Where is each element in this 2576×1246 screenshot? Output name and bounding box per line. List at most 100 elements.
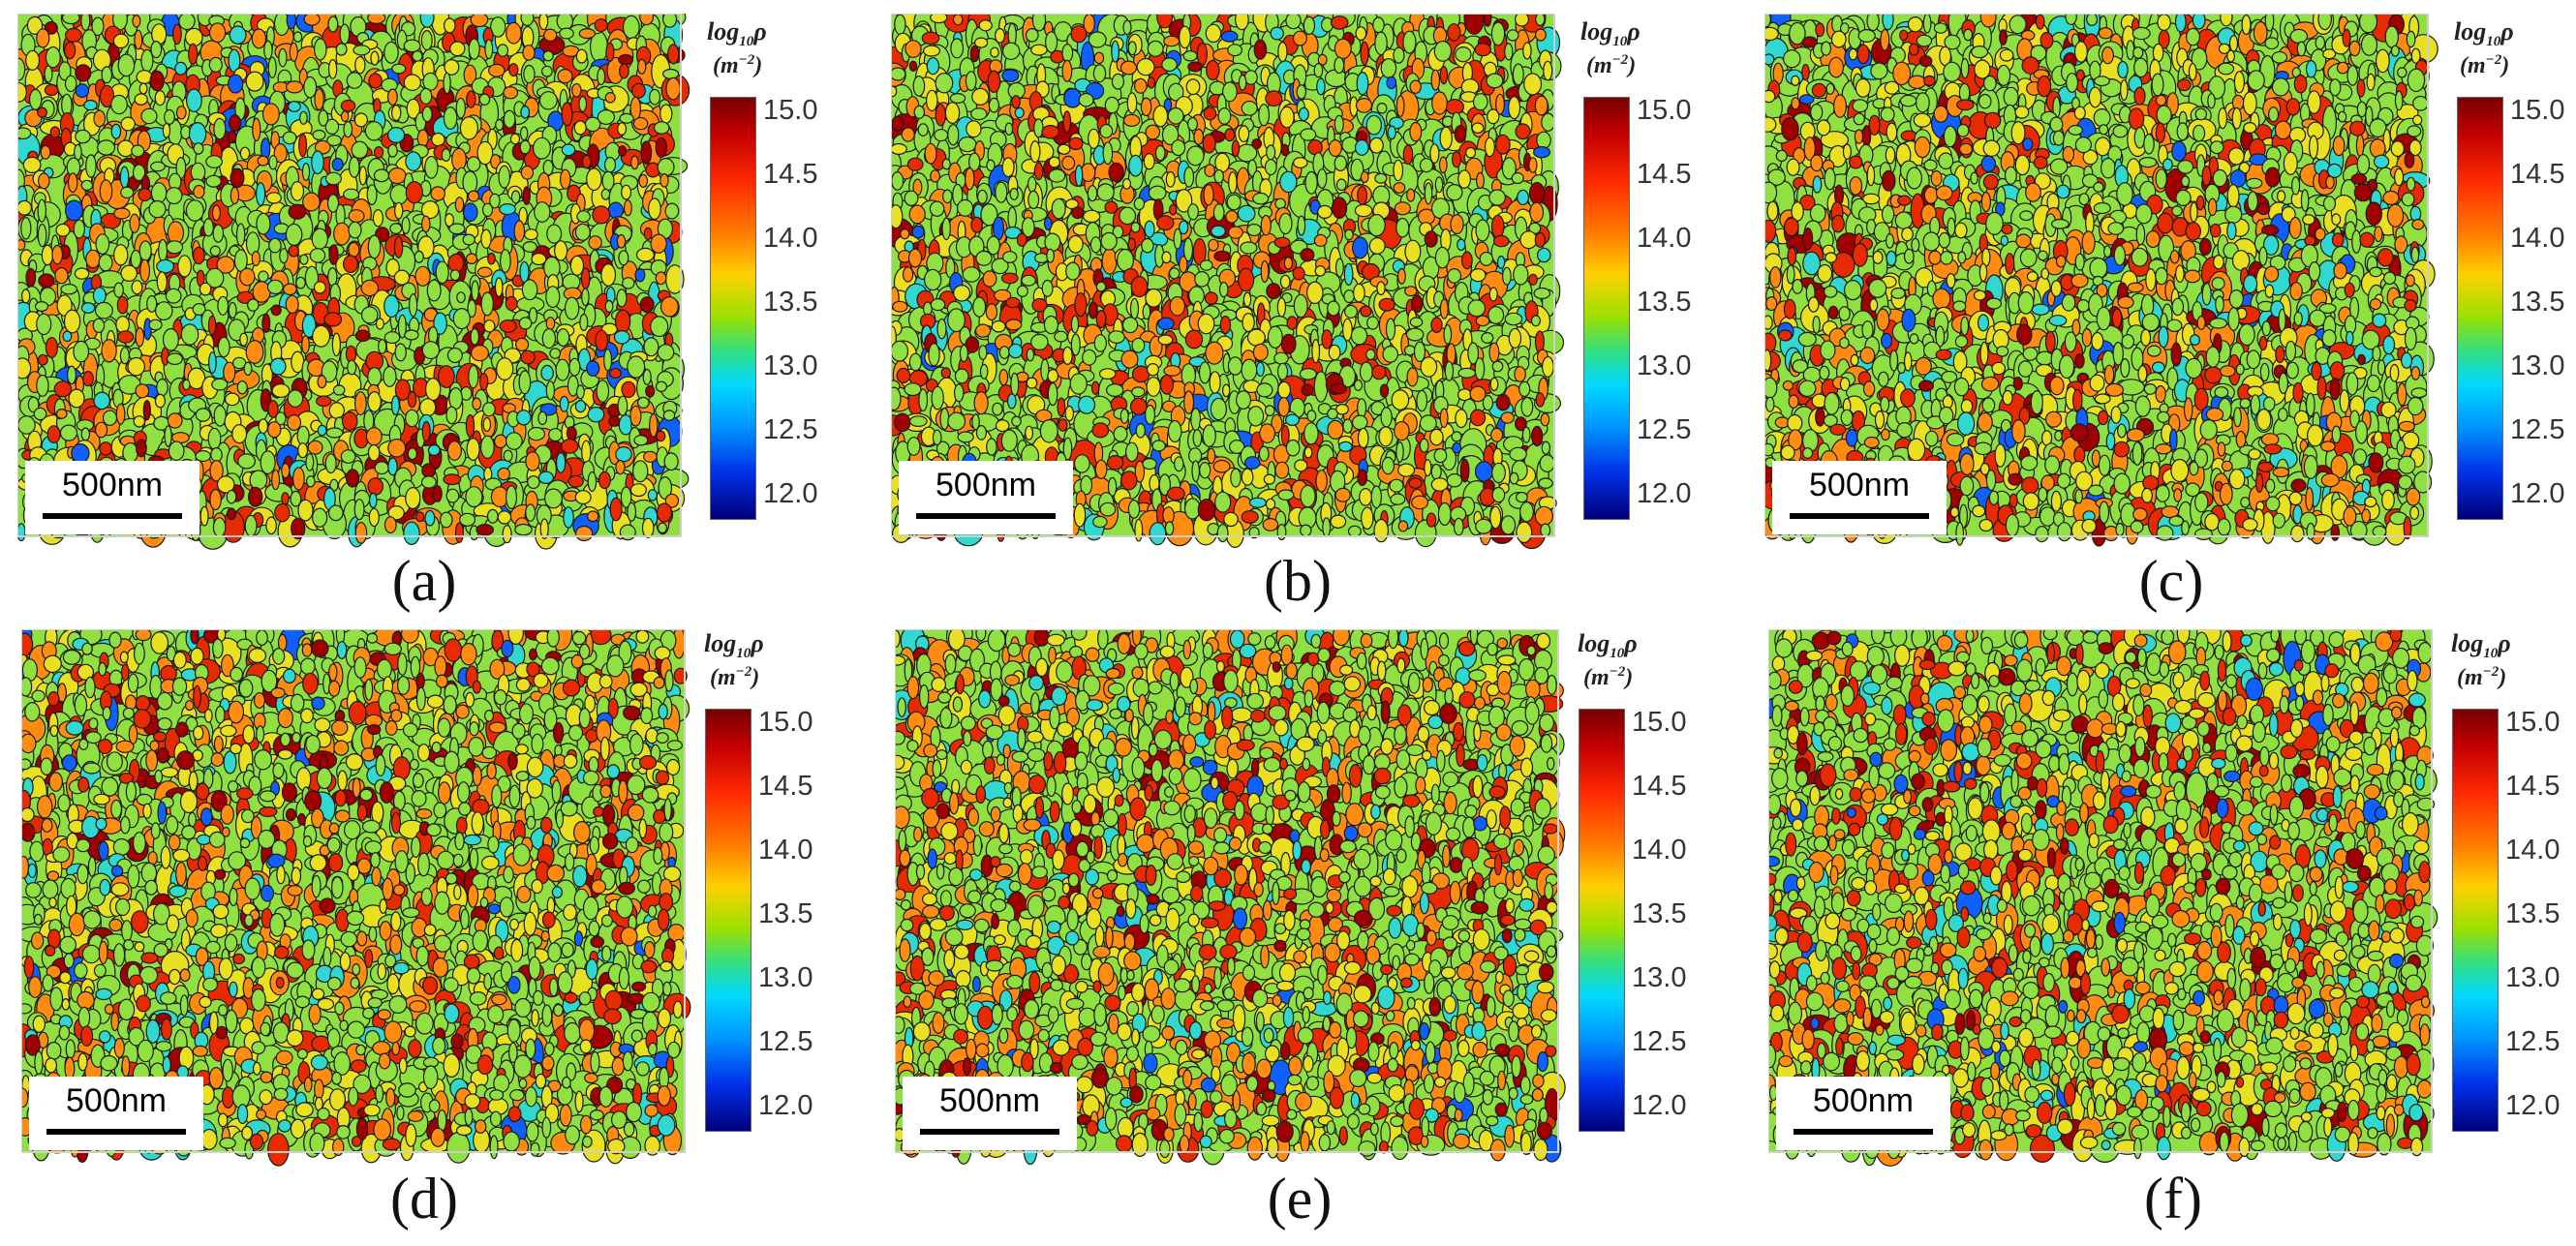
scale-bar-line-a: [43, 513, 182, 519]
grain: [661, 68, 680, 79]
grain: [1513, 263, 1529, 286]
colorbar-tick-a-4: 13.0: [763, 350, 818, 381]
grain: [1353, 379, 1364, 391]
grain: [283, 283, 297, 296]
grain: [1487, 306, 1505, 324]
grain: [1119, 408, 1129, 424]
grain: [621, 380, 636, 399]
grain: [449, 41, 466, 57]
grain: [1475, 171, 1485, 190]
grain: [592, 205, 611, 225]
grain: [913, 105, 926, 120]
grain: [351, 140, 369, 159]
grain: [229, 25, 247, 45]
grain: [73, 219, 86, 239]
grain: [1061, 155, 1076, 170]
grain: [574, 490, 592, 505]
grain: [1204, 291, 1218, 305]
grain: [343, 188, 360, 200]
grain: [1011, 415, 1022, 427]
grain: [236, 380, 248, 395]
grain: [1426, 512, 1437, 528]
grain: [452, 308, 471, 330]
grain: [61, 14, 80, 25]
grain: [1409, 317, 1424, 328]
grain: [953, 284, 971, 302]
grain: [1016, 285, 1028, 297]
grain: [520, 126, 529, 141]
grain: [447, 253, 465, 273]
grain: [1162, 506, 1175, 525]
map-frame: [17, 14, 682, 537]
grain: [93, 391, 110, 410]
grain: [1299, 367, 1317, 380]
grain: [468, 38, 480, 60]
grain: [1000, 429, 1018, 452]
grain: [1365, 114, 1382, 136]
grain: [1338, 441, 1353, 452]
grain: [1501, 157, 1517, 180]
grain: [662, 410, 676, 421]
grain: [967, 152, 981, 172]
grain: [265, 192, 282, 204]
grain: [932, 429, 942, 446]
grain: [908, 352, 922, 372]
grain: [1280, 333, 1297, 354]
grain: [621, 184, 632, 200]
grain: [168, 441, 185, 461]
grain: [1430, 317, 1443, 333]
grain: [470, 14, 489, 28]
grain: [1033, 162, 1044, 181]
grain: [301, 335, 310, 354]
grain: [370, 50, 380, 66]
grain: [192, 246, 205, 265]
grain: [1029, 140, 1041, 164]
grain: [301, 313, 317, 338]
grain: [324, 171, 342, 186]
grain: [17, 239, 26, 251]
grain: [1010, 372, 1020, 397]
grain: [394, 343, 407, 362]
grain: [313, 38, 327, 61]
grain: [940, 367, 952, 379]
grain: [1523, 73, 1543, 96]
grain: [1145, 288, 1163, 308]
grain: [1538, 477, 1553, 489]
grain: [1069, 373, 1088, 395]
grain: [403, 74, 421, 91]
grain: [1054, 330, 1068, 343]
grain: [522, 186, 531, 206]
grain: [1240, 241, 1258, 255]
grain: [627, 501, 637, 522]
grain: [1474, 461, 1493, 482]
grain: [1411, 294, 1424, 314]
grain: [471, 345, 490, 362]
grain: [1475, 315, 1490, 327]
grain: [1142, 458, 1157, 471]
grain: [1061, 346, 1073, 365]
grain: [1366, 316, 1379, 330]
grain: [38, 273, 55, 289]
grain: [543, 488, 563, 509]
grain: [354, 391, 367, 416]
grain: [1187, 203, 1200, 221]
grain: [1202, 424, 1216, 447]
grain: [1430, 477, 1449, 492]
grain: [115, 403, 126, 425]
grain: [311, 150, 324, 175]
grain: [1030, 44, 1048, 56]
dislocation-density-map-c: [1764, 14, 2438, 547]
grain: [1277, 380, 1292, 399]
grain: [1334, 38, 1352, 60]
grain: [538, 14, 549, 31]
grain: [1471, 122, 1485, 134]
grain: [162, 327, 179, 351]
grain: [1144, 220, 1155, 238]
grain: [617, 122, 628, 136]
grain: [1488, 342, 1500, 363]
grain: [130, 249, 142, 269]
grain: [1255, 361, 1265, 378]
grain: [1306, 410, 1317, 422]
grain: [445, 213, 455, 228]
grain: [1491, 486, 1506, 503]
